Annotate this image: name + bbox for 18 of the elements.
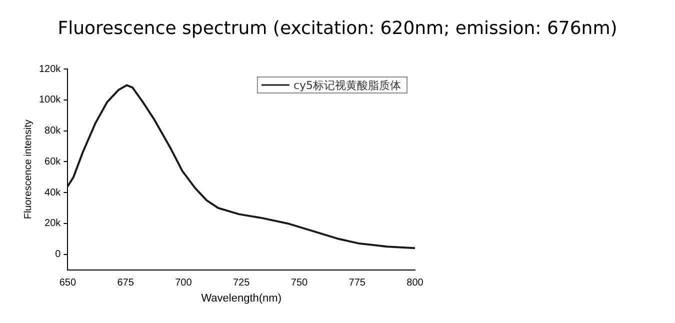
- y-tick-label: 60k: [44, 156, 62, 168]
- y-tick-label: 120k: [38, 64, 62, 75]
- x-tick-label: 675: [117, 278, 134, 289]
- x-tick-label: 750: [290, 278, 308, 289]
- y-tick-label: 40k: [44, 187, 62, 198]
- y-tick-label: 20k: [44, 218, 62, 230]
- chart-title: Fluorescence spectrum (excitation: 620nm; emission: 676nm): [56, 18, 618, 39]
- y-tick-label: 100k: [38, 94, 62, 106]
- x-tick-label: 725: [233, 278, 250, 289]
- y-tick-label: 80k: [44, 126, 62, 137]
- x-tick-label: 775: [348, 278, 366, 289]
- y-tick-label: 0: [55, 249, 62, 260]
- y-axis-title: Fluorescence intensity: [22, 120, 34, 220]
- legend-label: cy5标记视黄酸脂质体: [293, 78, 402, 92]
- x-tick-label: 700: [175, 278, 192, 289]
- x-tick-label: 800: [406, 278, 424, 289]
- x-tick-label: 650: [59, 278, 76, 289]
- x-axis-title: Wavelength(nm): [201, 292, 282, 304]
